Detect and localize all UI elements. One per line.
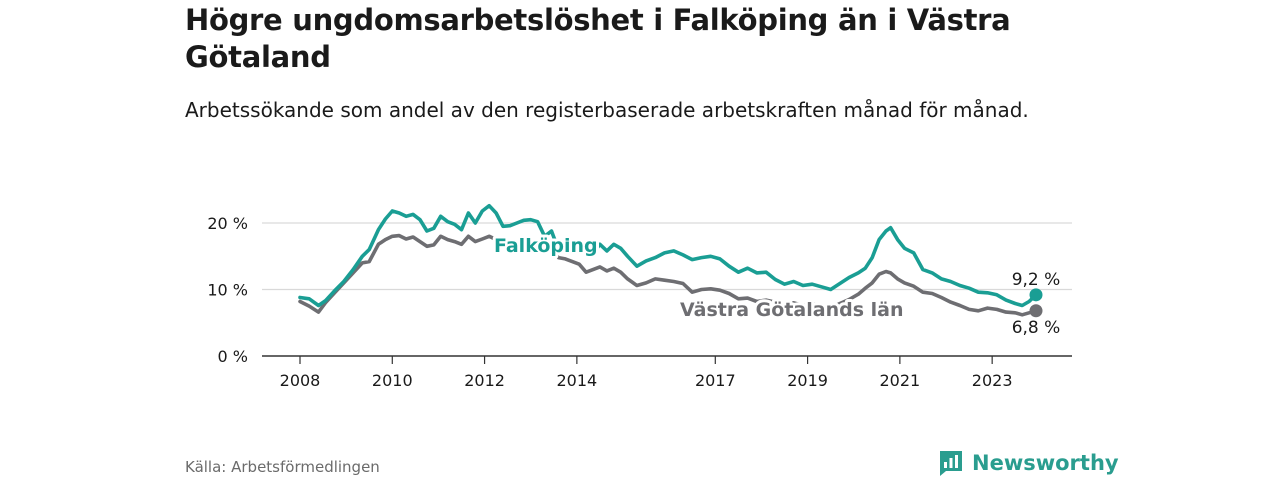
x-tick-label: 2019 bbox=[787, 371, 828, 390]
x-tick-label: 2017 bbox=[695, 371, 736, 390]
y-axis-ticks: 0 % 10 % 20 % bbox=[207, 214, 248, 366]
end-point-vastra-gotaland bbox=[1029, 304, 1043, 318]
newsworthy-logo-icon bbox=[940, 451, 962, 476]
grid-lines bbox=[262, 222, 1072, 357]
y-tick-label: 10 % bbox=[207, 281, 248, 300]
x-tick-label: 2012 bbox=[464, 371, 505, 390]
x-tick-label: 2008 bbox=[280, 371, 321, 390]
source-note: Källa: Arbetsförmedlingen bbox=[185, 458, 380, 476]
series-lines bbox=[298, 203, 1043, 318]
chart-subtitle: Arbetssökande som andel av den registerb… bbox=[185, 98, 1029, 122]
x-tick-label: 2021 bbox=[880, 371, 921, 390]
x-tick-label: 2010 bbox=[372, 371, 413, 390]
brand-logo: Newsworthy bbox=[938, 449, 1119, 477]
series-line-falkoping bbox=[298, 203, 1038, 308]
x-tick-label: 2023 bbox=[972, 371, 1013, 390]
brand-name: Newsworthy bbox=[972, 451, 1119, 475]
y-tick-label: 0 % bbox=[218, 347, 248, 366]
end-point-falkoping bbox=[1029, 288, 1043, 302]
series-label-vastra-gotaland: Västra Götalands län bbox=[680, 299, 903, 321]
chart-title: Högre ungdomsarbetslöshet i Falköping än… bbox=[185, 3, 1011, 74]
y-tick-label: 20 % bbox=[207, 214, 248, 233]
series-label-falkoping: Falköping bbox=[494, 235, 598, 257]
end-label-falkoping: 9,2 % bbox=[1012, 270, 1061, 290]
end-label-vastra-gotaland: 6,8 % bbox=[1012, 318, 1061, 338]
x-axis-ticks: 2008 2010 2012 2014 2017 2019 2021 2023 bbox=[280, 356, 1013, 390]
x-tick-label: 2014 bbox=[557, 371, 598, 390]
series-labels: Falköping Västra Götalands län 9,2 % 6,8 % bbox=[491, 232, 1062, 340]
series-line-vastra-gotaland bbox=[298, 233, 1038, 317]
